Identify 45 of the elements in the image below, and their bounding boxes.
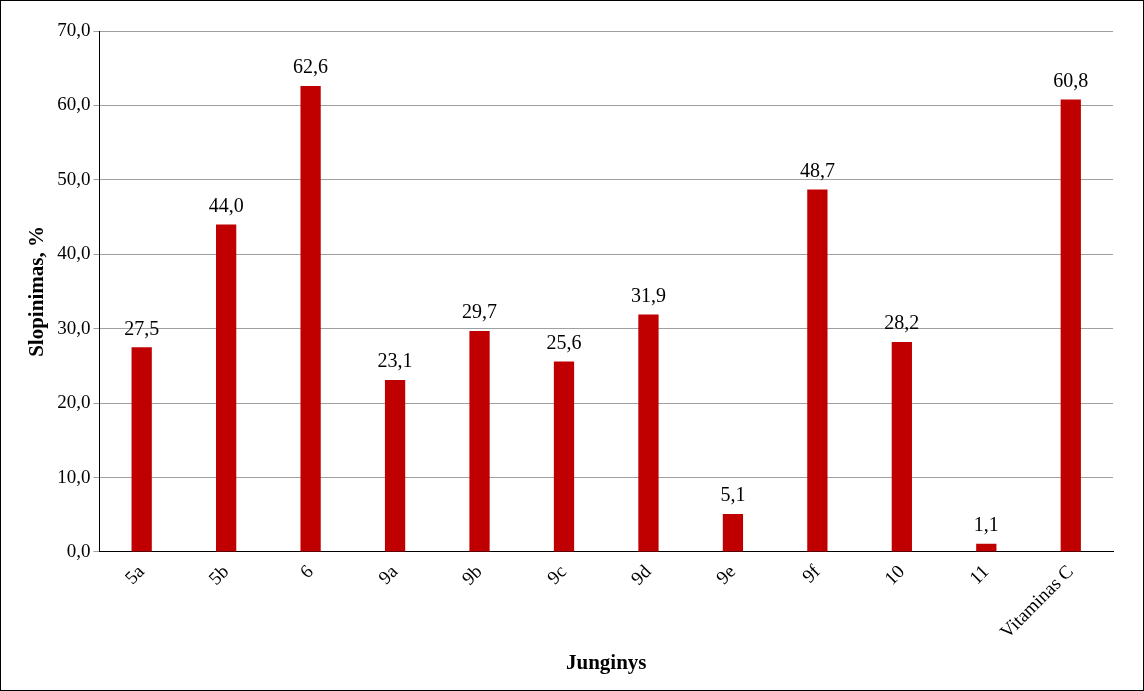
data-label: 29,7	[462, 300, 498, 323]
x-tick-label: 11	[964, 560, 993, 589]
data-label: 60,8	[1053, 68, 1089, 91]
y-tick-label: 70,0	[57, 18, 91, 40]
data-label: 48,7	[799, 158, 835, 181]
data-label: 25,6	[546, 330, 582, 353]
bar	[469, 330, 490, 552]
y-tick-label: 60,0	[57, 93, 91, 115]
data-label: 62,6	[293, 55, 329, 78]
x-tick-label: 9d	[626, 560, 656, 589]
x-tick-label: 9a	[373, 560, 402, 589]
y-tick-label: 50,0	[57, 167, 91, 189]
data-label: 23,1	[377, 349, 413, 372]
bar	[807, 189, 828, 552]
bar	[384, 380, 406, 552]
x-tick-label: 9c	[542, 560, 571, 589]
x-tick-label: 5b	[204, 560, 233, 589]
y-tick-label: 0,0	[66, 539, 91, 561]
x-tick-label: 9b	[457, 560, 486, 589]
y-tick-label: 30,0	[57, 316, 91, 338]
y-tick-label: 10,0	[57, 465, 91, 487]
bar	[216, 224, 237, 552]
bar	[131, 347, 152, 552]
x-tick-label: 5a	[120, 560, 149, 589]
data-label: 27,5	[124, 316, 160, 339]
x-tick-label: 9f	[797, 560, 825, 587]
x-tick-label: 9e	[711, 560, 740, 589]
data-label: 5,1	[720, 483, 746, 506]
bar	[300, 86, 321, 552]
x-tick-label: 6	[295, 560, 317, 583]
y-tick-label: 40,0	[57, 242, 91, 264]
bar	[722, 513, 744, 552]
data-label: 28,2	[884, 311, 920, 334]
bar	[553, 361, 575, 552]
data-label: 31,9	[630, 283, 666, 306]
x-axis-title: Junginys	[565, 649, 647, 674]
data-label: 1,1	[973, 513, 999, 536]
x-tick-label: 10	[879, 560, 909, 589]
bar	[1060, 99, 1081, 552]
y-tick-label: 20,0	[57, 391, 91, 413]
y-axis-title: Slopinimas, %	[24, 226, 49, 357]
bar	[891, 342, 912, 552]
data-label: 44,0	[208, 193, 244, 216]
bar	[638, 314, 659, 552]
bar	[976, 543, 997, 552]
